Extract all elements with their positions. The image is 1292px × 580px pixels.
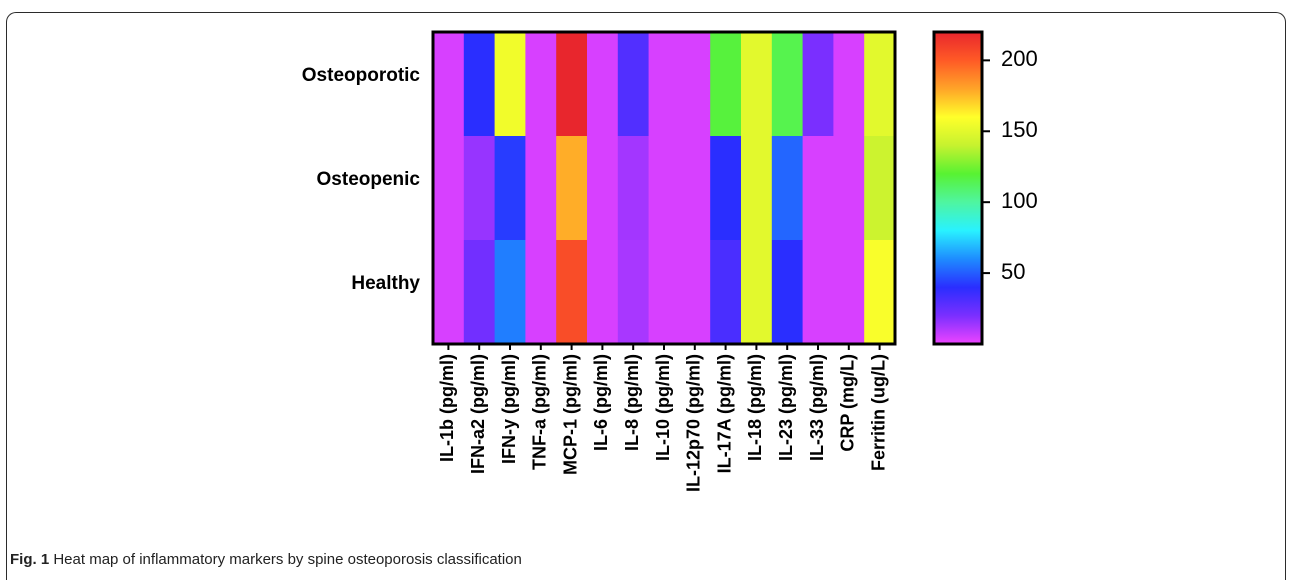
- heatmap-cell: [525, 240, 557, 345]
- column-label: IL-10 (pg/ml): [653, 354, 673, 461]
- heatmap-cells: [433, 32, 896, 345]
- column-label: IFN-a2 (pg/ml): [468, 354, 488, 474]
- heatmap-cell: [802, 32, 834, 137]
- colorbar-gradient: [932, 30, 984, 346]
- heatmap-cell: [771, 240, 804, 345]
- colorbar-tick-label: 150: [1001, 117, 1038, 142]
- heatmap-cell: [556, 240, 588, 345]
- colorbar-tick-label: 200: [1001, 46, 1038, 71]
- heatmap-cell: [741, 240, 773, 345]
- heatmap-cell: [494, 136, 526, 241]
- heatmap-cell: [833, 136, 865, 241]
- figure-caption: Fig. 1 Heat map of inflammatory markers …: [10, 551, 522, 568]
- heatmap-cell: [494, 240, 526, 345]
- column-label: IL-12p70 (pg/ml): [684, 354, 704, 492]
- heatmap-cell: [617, 32, 650, 137]
- heatmap-cell: [679, 136, 711, 241]
- heatmap-cell: [433, 136, 465, 241]
- heatmap-cell: [679, 32, 711, 137]
- heatmap-cell: [494, 32, 526, 137]
- column-label: IL-8 (pg/ml): [622, 354, 642, 451]
- caption-label: Fig. 1: [10, 551, 50, 568]
- heatmap-cell: [525, 136, 557, 241]
- heatmap-cell: [648, 32, 680, 137]
- heatmap-cell: [771, 32, 804, 137]
- heatmap-cell: [710, 240, 742, 345]
- heatmap-cell: [556, 136, 588, 241]
- column-label: TNF-a (pg/ml): [530, 354, 550, 470]
- heatmap-cell: [679, 240, 711, 345]
- heatmap-cell: [833, 240, 865, 345]
- colorbar: 50 100 150 200: [932, 30, 1038, 346]
- heatmap-cell: [463, 240, 496, 345]
- colorbar-tick-label: 50: [1001, 259, 1025, 284]
- heatmap-cell: [587, 240, 619, 345]
- row-label: Healthy: [351, 273, 420, 294]
- heatmap-cell: [864, 32, 896, 137]
- column-label: IL-23 (pg/ml): [776, 354, 796, 461]
- column-label: IL-33 (pg/ml): [807, 354, 827, 461]
- row-label: Osteopenic: [317, 169, 421, 190]
- heatmap-cell: [587, 32, 619, 137]
- column-label: IL-17A (pg/ml): [714, 354, 734, 473]
- column-label: IL-18 (pg/ml): [745, 354, 765, 461]
- row-labels: Osteoporotic Osteopenic Healthy: [302, 65, 421, 294]
- column-label: CRP (mg/L): [838, 354, 858, 452]
- heatmap-cell: [833, 32, 865, 137]
- column-label: IL-6 (pg/ml): [591, 354, 611, 451]
- heatmap-cell: [741, 32, 773, 137]
- heatmap-cell: [433, 32, 465, 137]
- heatmap-cell: [556, 32, 588, 137]
- heatmap-cell: [802, 240, 834, 345]
- heatmap-cell: [741, 136, 773, 241]
- heatmap-cell: [771, 136, 804, 241]
- colorbar-tick-label: 100: [1001, 188, 1038, 213]
- heatmap-cell: [617, 136, 650, 241]
- colorbar-ticks: 50 100 150 200: [982, 46, 1038, 284]
- heatmap-cell: [864, 240, 896, 345]
- column-label: IL-1b (pg/ml): [437, 354, 457, 462]
- heatmap-cell: [587, 136, 619, 241]
- heatmap-cell: [648, 240, 680, 345]
- heatmap-cell: [710, 32, 742, 137]
- caption-text: Heat map of inflammatory markers by spin…: [53, 551, 522, 568]
- heatmap-cell: [525, 32, 557, 137]
- column-label: MCP-1 (pg/ml): [560, 354, 580, 475]
- column-label: Ferritin (ug/L): [868, 354, 888, 471]
- heatmap-cell: [463, 32, 496, 137]
- row-label: Osteoporotic: [302, 65, 421, 86]
- heatmap-chart: Osteoporotic Osteopenic Healthy IL-1b (pg/…: [302, 30, 1038, 492]
- column-labels: IL-1b (pg/ml) IFN-a2 (pg/ml) IFN-y (pg/ml)…: [437, 344, 888, 492]
- heatmap-cell: [864, 136, 896, 241]
- heatmap-cell: [802, 136, 834, 241]
- heatmap-cell: [617, 240, 650, 345]
- column-label: IFN-y (pg/ml): [499, 354, 519, 464]
- figure-frame: [6, 12, 1286, 580]
- heatmap-cell: [710, 136, 742, 241]
- heatmap-cell: [463, 136, 496, 241]
- heatmap-cell: [648, 136, 680, 241]
- heatmap-cell: [433, 240, 465, 345]
